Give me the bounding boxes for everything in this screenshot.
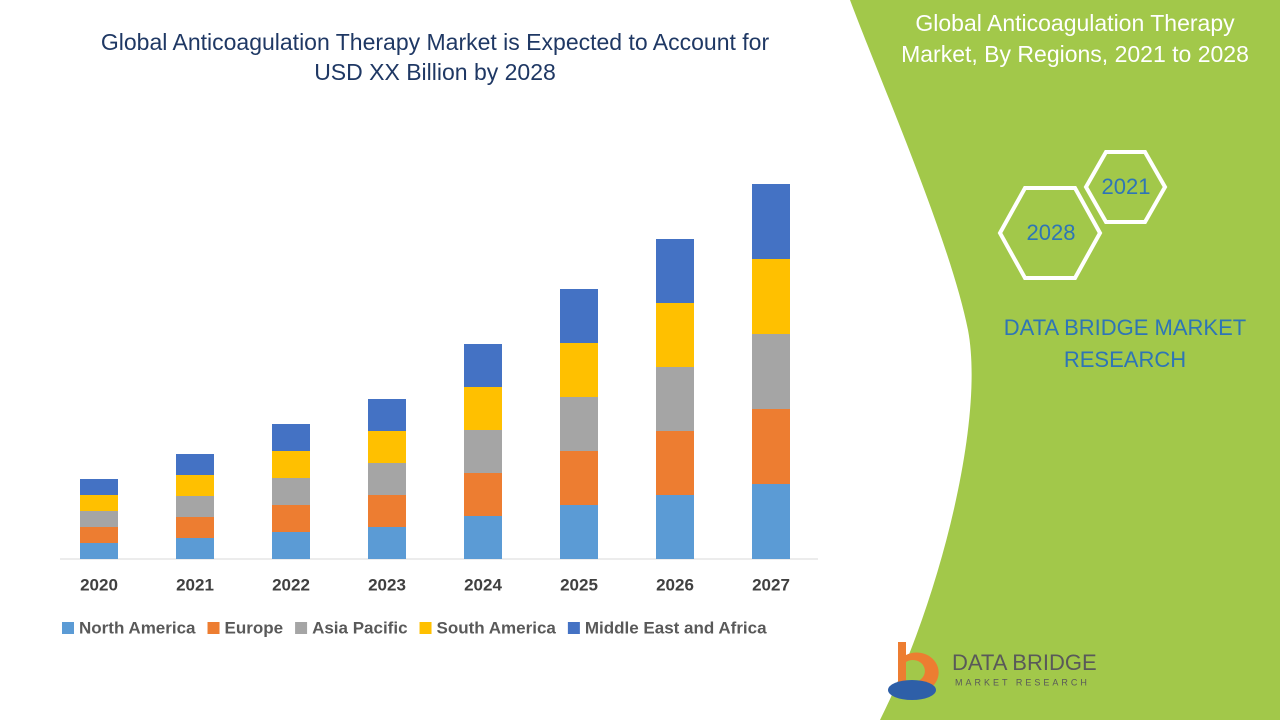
x-tick-label: 2025 [560,575,598,594]
logo-name: DATA BRIDGE [952,650,1097,675]
bar-segment [368,431,406,463]
bar-segment [368,399,406,431]
x-tick-label: 2026 [656,575,694,594]
bar-segment [560,343,598,397]
bar-segment [176,538,214,559]
bar-segment [464,387,502,430]
legend-swatch [295,622,308,634]
x-tick-label: 2024 [464,575,502,594]
legend-swatch [207,622,220,634]
bar-segment [176,517,214,538]
bar-segment [656,367,694,431]
legend-swatch [62,622,74,634]
bar-segment [752,484,790,559]
bar-segment [80,543,118,559]
bar-segment [464,344,502,387]
bar-segment [368,527,406,559]
panel-title: Global Anticoagulation Therapy Market, B… [901,10,1249,67]
bar-segment [272,532,310,559]
x-tick-label: 2020 [80,575,118,594]
hexagon-label: 2028 [1027,220,1076,245]
bar-segment [176,496,214,517]
legend-label: Middle East and Africa [585,618,767,637]
green-panel [850,0,1280,720]
hexagon [997,186,1103,280]
hexagon [1083,150,1168,224]
bar-segment [464,473,502,516]
legend-label: South America [437,618,557,637]
bar-segment [560,505,598,559]
brand-text: DATA BRIDGE MARKET RESEARCH [1003,315,1247,372]
bar-segment [656,495,694,559]
bar-segment [752,334,790,409]
bar-segment [80,495,118,511]
legend-label: North America [79,618,196,637]
bar-segment [176,475,214,496]
logo-icon [888,642,939,700]
x-tick-label: 2027 [752,575,790,594]
hexagon-label: 2021 [1102,174,1151,199]
legend-swatch [567,622,580,634]
bar-segment [272,424,310,451]
bar-segment [752,409,790,484]
bar-segment [464,516,502,559]
bar-segment [80,527,118,543]
legend-label: Asia Pacific [312,618,407,637]
bar-segment [560,289,598,343]
bar-segment [80,511,118,527]
bar-segment [656,431,694,495]
bar-segment [272,505,310,532]
bar-segment [176,454,214,475]
bar-segment [560,397,598,451]
bar-segment [80,479,118,495]
x-tick-label: 2023 [368,575,406,594]
legend-swatch [419,622,432,634]
bar-segment [560,451,598,505]
bar-segment [272,451,310,478]
legend-label: Europe [225,618,284,637]
bar-segment [464,430,502,473]
logo-tagline: MARKET RESEARCH [955,677,1090,687]
bar-segment [656,303,694,367]
x-tick-label: 2022 [272,575,310,594]
bar-segment [272,478,310,505]
bar-segment [368,495,406,527]
x-tick-label: 2021 [176,575,214,594]
bar-segment [752,259,790,334]
bar-segment [752,184,790,259]
bar-segment [656,239,694,303]
bar-segment [368,463,406,495]
chart-title: Global Anticoagulation Therapy Market is… [100,29,770,85]
